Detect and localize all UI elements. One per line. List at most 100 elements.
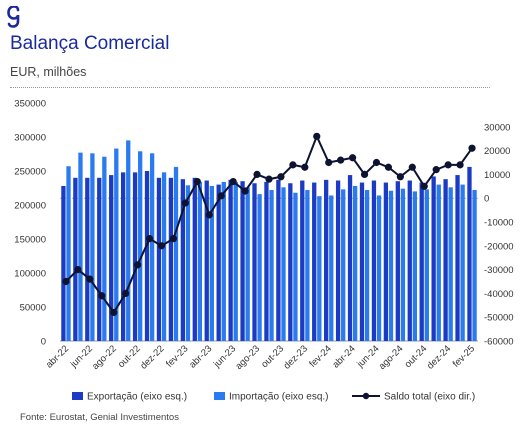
balance-point xyxy=(86,275,94,283)
x-axis-tick-label: abr-24 xyxy=(331,343,358,370)
export-bar xyxy=(240,181,245,341)
balance-point xyxy=(229,177,237,186)
x-axis-tick-label: fev-23 xyxy=(164,343,190,369)
export-bar xyxy=(120,172,126,341)
export-bar xyxy=(97,177,102,341)
export-bar xyxy=(312,182,317,341)
x-axis-tick-label: out-22 xyxy=(116,343,143,370)
export-bar xyxy=(407,180,412,341)
x-axis-tick-label: fev-25 xyxy=(451,343,477,369)
export-bar xyxy=(216,184,221,341)
import-bar xyxy=(448,187,453,341)
balance-point xyxy=(98,292,106,300)
balance-point xyxy=(145,235,154,243)
balance-point xyxy=(193,177,201,186)
x-axis-tick-label: out-23 xyxy=(259,343,286,370)
balance-point xyxy=(289,161,297,169)
balance-point xyxy=(456,161,464,169)
balance-point xyxy=(372,158,381,167)
export-bar xyxy=(228,179,233,341)
x-axis-tick-label: ago-24 xyxy=(377,343,406,372)
export-bar xyxy=(156,177,162,341)
right-axis-tick-label: -20000 xyxy=(484,241,514,252)
export-bar xyxy=(168,177,174,341)
balance-point xyxy=(301,163,309,171)
left-axis-tick-label: 350000 xyxy=(14,99,46,110)
balance-line-series xyxy=(62,132,476,317)
export-bar xyxy=(371,180,377,341)
left-axis-tick-label: 150000 xyxy=(14,235,46,246)
balance-point xyxy=(468,144,476,152)
export-bar xyxy=(467,166,472,341)
export-bar xyxy=(443,179,448,341)
page-title: Balança Comercial xyxy=(10,33,170,54)
balance-point xyxy=(420,182,428,190)
import-bar xyxy=(412,191,418,341)
right-axis-tick-label: 0 xyxy=(484,194,489,205)
genial-logo-icon xyxy=(7,6,20,28)
legend-swatch-balance-point xyxy=(362,392,370,400)
import-bar xyxy=(388,190,394,341)
header-divider xyxy=(10,87,490,88)
right-axis-tick-label: -40000 xyxy=(484,289,514,300)
balance-point xyxy=(122,289,130,297)
x-axis-tick-label: dez-23 xyxy=(282,343,310,371)
left-axis-tick-label: 250000 xyxy=(14,167,46,178)
export-bar xyxy=(324,179,329,341)
x-axis-tick-label: jun-22 xyxy=(68,343,95,370)
export-bar xyxy=(383,182,389,341)
x-axis-tick-label: fev-24 xyxy=(307,343,333,369)
export-bar xyxy=(144,171,150,341)
left-axis: 0 50000 100000 150000 200000 250000 300000 3500… xyxy=(14,99,46,348)
balance-point xyxy=(277,173,285,181)
balance-point xyxy=(169,235,178,243)
balance-point xyxy=(337,156,345,164)
import-bar xyxy=(66,166,71,341)
page-subtitle: EUR, milhões xyxy=(10,65,87,79)
left-axis-tick-label: 0 xyxy=(41,337,46,348)
balance-point xyxy=(384,163,393,171)
balance-point xyxy=(74,266,82,274)
balance-point xyxy=(181,199,189,207)
export-bar xyxy=(73,177,78,341)
x-axis-tick-label: jun-23 xyxy=(211,343,238,370)
legend-swatch-export xyxy=(72,392,83,400)
export-bar xyxy=(180,179,185,341)
legend-label-export: Exportação (eixo esq.) xyxy=(87,392,187,403)
import-bar xyxy=(221,181,226,341)
import-bar xyxy=(114,148,119,341)
balance-point xyxy=(205,211,213,219)
import-bar xyxy=(90,153,95,341)
import-bar xyxy=(126,140,131,341)
import-bar xyxy=(197,181,203,341)
legend: Exportação (eixo esq.) Importação (eixo e… xyxy=(72,392,475,403)
export-bar xyxy=(85,177,90,341)
export-bar xyxy=(359,182,365,341)
balance-point xyxy=(253,170,261,178)
left-axis-tick-label: 100000 xyxy=(14,269,46,280)
import-bar xyxy=(341,189,346,341)
balance-point xyxy=(444,161,452,169)
bar-series xyxy=(61,140,477,341)
x-axis-tick-label: ago-22 xyxy=(90,343,119,372)
right-axis: -60000 -50000 -40000 -30000 -20000 -10000 0 100… xyxy=(484,122,514,347)
import-bar xyxy=(293,192,298,341)
import-bar xyxy=(317,196,322,341)
import-bar xyxy=(424,189,429,341)
import-bar xyxy=(376,195,382,341)
export-bar xyxy=(300,180,305,341)
export-bar xyxy=(431,176,436,341)
export-bar xyxy=(335,180,341,341)
export-bar xyxy=(347,175,353,341)
import-bar xyxy=(185,185,191,341)
balance-point xyxy=(265,175,273,183)
balance-point xyxy=(360,170,369,178)
right-axis-tick-label: -30000 xyxy=(484,265,514,276)
x-axis-tick-label: dez-22 xyxy=(138,343,166,371)
source-note: Fonte: Eurostat, Genial Investimentos xyxy=(20,412,179,423)
import-bar xyxy=(161,172,167,341)
import-bar xyxy=(460,184,465,341)
balance-point xyxy=(313,132,321,140)
x-axis-tick-label: abr-22 xyxy=(44,343,71,370)
